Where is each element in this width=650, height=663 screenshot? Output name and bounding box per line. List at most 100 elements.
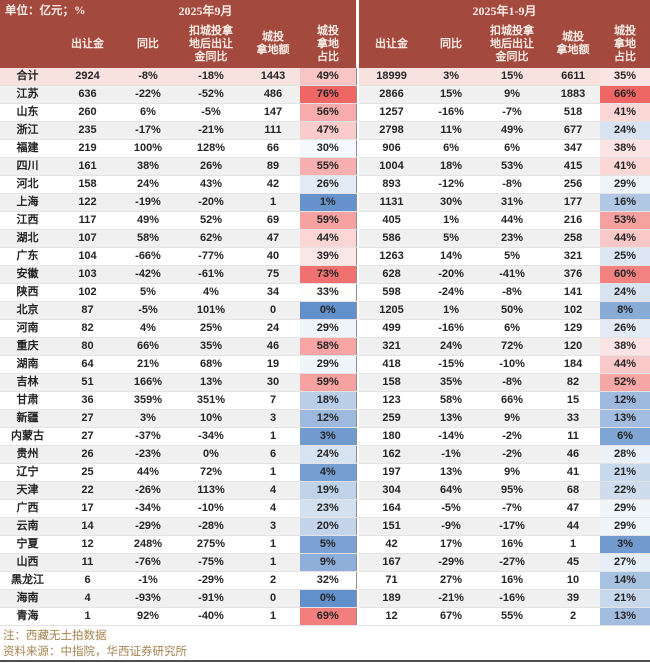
value-cell: 72% <box>176 463 246 482</box>
value-cell: 6 <box>246 445 300 464</box>
share-heat-cell: 73% <box>300 265 357 284</box>
share-heat-cell: 5% <box>300 535 357 554</box>
value-cell: -28% <box>176 517 246 536</box>
province-row: 四川 161 38% 26% 89 55% 1004 18% 53% 415 41% <box>0 157 650 176</box>
value-cell: 1 <box>246 553 300 572</box>
half-divider <box>355 68 360 86</box>
value-cell: 58% <box>424 391 479 410</box>
value-cell: 10 <box>546 571 601 590</box>
share-heat-cell: 21% <box>600 589 650 608</box>
value-cell: 2 <box>546 607 601 626</box>
value-cell: 27 <box>55 427 120 446</box>
value-cell: 11 <box>55 553 120 572</box>
share-heat-cell: 29% <box>600 517 650 536</box>
value-cell: 44% <box>120 463 176 482</box>
value-cell: 111 <box>246 121 300 140</box>
value-cell: 64 <box>55 355 120 374</box>
half-divider <box>355 211 360 230</box>
value-cell: 3 <box>246 517 300 536</box>
value-cell: 304 <box>359 481 425 500</box>
share-heat-cell: 59% <box>300 211 357 230</box>
value-cell: 123 <box>359 391 425 410</box>
province-row: 新疆 27 3% 10% 3 12% 259 13% 9% 33 13% <box>0 409 650 428</box>
value-cell: -23% <box>120 445 176 464</box>
value-cell: 80 <box>55 337 120 356</box>
value-cell: 82 <box>546 373 601 392</box>
province-label: 广东 <box>0 247 55 266</box>
value-cell: -2% <box>478 427 547 446</box>
value-cell: 677 <box>546 121 601 140</box>
value-cell: 46 <box>246 337 300 356</box>
share-heat-cell: 30% <box>300 139 357 158</box>
value-cell: 23% <box>478 229 547 248</box>
value-cell: -29% <box>424 553 479 572</box>
share-heat-cell: 19% <box>300 481 357 500</box>
value-cell: 87 <box>55 301 120 320</box>
value-cell: 35% <box>424 373 479 392</box>
province-row: 天津 22 -26% 113% 4 19% 304 64% 95% 68 22% <box>0 481 650 500</box>
province-row: 浙江 235 -17% -21% 111 47% 2798 11% 49% 677 24% <box>0 121 650 140</box>
value-cell: 177 <box>546 193 601 212</box>
col-lgfv-amount-right: 城投 拿地额 <box>546 20 601 68</box>
province-row: 山东 260 6% -5% 147 56% 1257 -16% -7% 518 41% <box>0 103 650 122</box>
value-cell: 162 <box>359 445 425 464</box>
share-heat-cell: 59% <box>300 373 357 392</box>
value-cell: 42 <box>246 175 300 194</box>
value-cell: 5% <box>120 283 176 302</box>
value-cell: 122 <box>55 193 120 212</box>
value-cell: -61% <box>176 265 246 284</box>
province-row: 黑龙江 6 -1% -29% 2 32% 71 27% 16% 10 14% <box>0 571 650 590</box>
value-cell: 58% <box>120 229 176 248</box>
value-cell: 12 <box>55 535 120 554</box>
half-divider <box>355 265 360 284</box>
value-cell: 30 <box>246 373 300 392</box>
total-row: 合计 2924 -8% -18% 1443 49% 18999 3% 15% 6611 35% <box>0 68 650 86</box>
share-heat-cell: 4% <box>300 463 357 482</box>
value-cell: -22% <box>120 85 176 104</box>
value-cell: 68% <box>176 355 246 374</box>
share-heat-cell: 33% <box>300 283 357 302</box>
value-cell: 25 <box>55 463 120 482</box>
land-sales-table: 单位：亿元；% 2025年9月 2025年1-9月 出让金 同比 扣城投拿 地后… <box>0 0 650 626</box>
province-label: 山西 <box>0 553 55 572</box>
half-divider <box>355 463 360 482</box>
value-cell: 347 <box>546 139 601 158</box>
share-heat-cell: 3% <box>600 535 650 554</box>
value-cell: 13% <box>176 373 246 392</box>
value-cell: 6% <box>478 139 547 158</box>
share-heat-cell: 56% <box>300 103 357 122</box>
value-cell: -16% <box>424 319 479 338</box>
half-divider <box>355 589 360 608</box>
share-heat-cell: 41% <box>600 157 650 176</box>
value-cell: -29% <box>176 571 246 590</box>
value-cell: 4 <box>55 589 120 608</box>
value-cell: 0 <box>246 589 300 608</box>
province-label: 湖北 <box>0 229 55 248</box>
province-row: 江西 117 49% 52% 69 59% 405 1% 44% 216 53% <box>0 211 650 230</box>
value-cell: 39 <box>546 589 601 608</box>
value-cell: -91% <box>176 589 246 608</box>
value-cell: 0 <box>246 301 300 320</box>
half-divider <box>355 409 360 428</box>
value-cell: 44 <box>546 517 601 536</box>
value-cell: 113% <box>176 481 246 500</box>
value-cell: 41 <box>546 463 601 482</box>
value-cell: 1 <box>246 607 300 626</box>
value-cell: 376 <box>546 265 601 284</box>
value-cell: 219 <box>55 139 120 158</box>
unit-label: 单位：亿元；% <box>0 0 86 20</box>
half-divider <box>355 481 360 500</box>
share-heat-cell: 35% <box>600 68 650 86</box>
share-heat-cell: 41% <box>600 103 650 122</box>
value-cell: 499 <box>359 319 425 338</box>
value-cell: 216 <box>546 211 601 230</box>
value-cell: 518 <box>546 103 601 122</box>
value-cell: -5% <box>176 103 246 122</box>
province-label: 贵州 <box>0 445 55 464</box>
value-cell: -93% <box>120 589 176 608</box>
value-cell: 66 <box>246 139 300 158</box>
value-cell: 1 <box>246 535 300 554</box>
value-cell: 89 <box>246 157 300 176</box>
province-label: 吉林 <box>0 373 55 392</box>
value-cell: 75 <box>246 265 300 284</box>
